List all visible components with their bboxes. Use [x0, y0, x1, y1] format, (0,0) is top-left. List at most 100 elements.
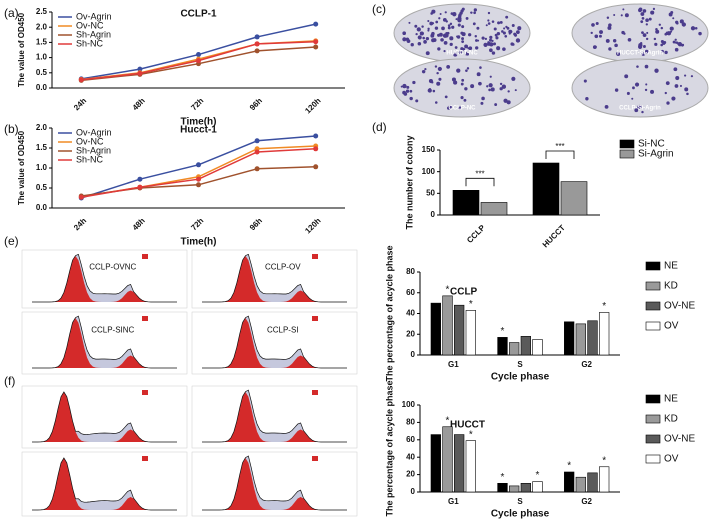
colony-dot [642, 33, 647, 37]
colony-dot [466, 52, 470, 56]
cytometry-peak [202, 392, 347, 442]
y-tick-label: 1.5 [36, 143, 48, 152]
annotation: * [469, 429, 473, 440]
legend-label: Sh-NC [76, 38, 104, 48]
colony-dot [466, 67, 470, 70]
legend-label: Ov-Agrin [76, 127, 112, 137]
y-tick-label: 80 [406, 418, 415, 427]
colony-dot [419, 31, 424, 36]
cytometry-outline [32, 391, 177, 443]
colony-dot [468, 46, 473, 51]
colony-label: CCLP-NC [449, 106, 477, 112]
y-tick-label: 0 [431, 210, 436, 219]
colony-dot [442, 18, 447, 22]
colony-dot [408, 21, 411, 24]
colony-dot [485, 24, 488, 27]
colony-dot [467, 47, 470, 50]
cytometry-label: CCLP-OVNC [89, 263, 136, 272]
colony-dot [674, 47, 679, 52]
colony-dot [640, 12, 645, 16]
colony-dot [409, 96, 413, 101]
bar [560, 181, 588, 216]
colony-dot [441, 26, 445, 31]
cytometry-outline [32, 315, 177, 369]
colony-dot [623, 32, 626, 35]
colony-dot [654, 42, 658, 46]
colony-dot [660, 26, 664, 30]
colony-dot [511, 24, 515, 28]
y-axis-label: The percentage of acycle phase [384, 245, 394, 381]
y-tick-label: 40 [406, 452, 415, 461]
colony-dot [681, 22, 686, 27]
annotation: * [469, 299, 473, 310]
y-tick-label: 2.0 [36, 123, 48, 132]
colony-dot [694, 26, 698, 30]
x-axis-label: Time(h) [181, 117, 217, 128]
legend-label: Sh-NC [76, 154, 104, 164]
y-tick-label: 60 [406, 288, 415, 297]
colony-dot [455, 18, 458, 21]
significance-bracket [545, 150, 575, 159]
legend-swatch [619, 149, 635, 159]
colony-dot [422, 36, 426, 40]
colony-dot [499, 82, 503, 86]
point [254, 166, 260, 172]
colony-dot [484, 37, 488, 41]
colony-dot [624, 13, 629, 18]
colony-dot [487, 41, 490, 44]
point [196, 52, 201, 58]
annotation: * [602, 301, 606, 312]
colony-dot [490, 87, 495, 92]
point [254, 48, 260, 54]
colony-dot [461, 78, 465, 82]
colony-dot [406, 85, 410, 89]
bar [452, 190, 480, 216]
colony-dot [475, 46, 479, 50]
cytometry-peak [202, 318, 347, 368]
cytometry-outline [202, 389, 347, 443]
colony-dot [517, 26, 522, 31]
colony-dot [646, 31, 649, 34]
colony-dot [487, 19, 490, 22]
bar [497, 482, 508, 493]
colony-dot [480, 101, 484, 105]
colony-dot [642, 45, 646, 48]
colony-dot [648, 17, 652, 21]
colony-dot [650, 89, 655, 94]
colony-dot [410, 43, 414, 47]
colony-dot [493, 42, 497, 46]
colony-dot [415, 99, 419, 103]
bar [564, 471, 575, 493]
colony-dot [612, 39, 617, 43]
bar [564, 321, 575, 356]
colony-dot [505, 15, 509, 19]
colony-dot [590, 31, 593, 35]
colony-dot [653, 37, 657, 41]
colony-dot [645, 23, 648, 26]
point [313, 133, 319, 139]
annotation: *** [555, 142, 564, 151]
bar [509, 342, 520, 356]
colony-dot [415, 33, 418, 36]
legend-swatch [645, 414, 661, 424]
bar [520, 336, 531, 356]
cytometry-peak [202, 458, 347, 510]
x-tick-label: G1 [448, 497, 459, 506]
colony-dot [503, 27, 506, 30]
colony-dot [645, 18, 649, 22]
colony-dot [402, 31, 407, 36]
colony-dot [675, 20, 679, 24]
y-tick-label: 20 [406, 329, 415, 338]
colony-dot [644, 88, 648, 92]
legend-swatch [645, 454, 661, 464]
colony-dot [675, 76, 680, 81]
colony-dot [464, 44, 469, 49]
legend-label: NE [664, 261, 678, 272]
point [313, 44, 319, 50]
colony-dot [672, 17, 675, 20]
colony-dot [684, 74, 687, 77]
y-tick-label: 100 [422, 167, 436, 176]
x-axis-label: Cycle phase [491, 509, 550, 520]
colony-dot [666, 31, 672, 36]
